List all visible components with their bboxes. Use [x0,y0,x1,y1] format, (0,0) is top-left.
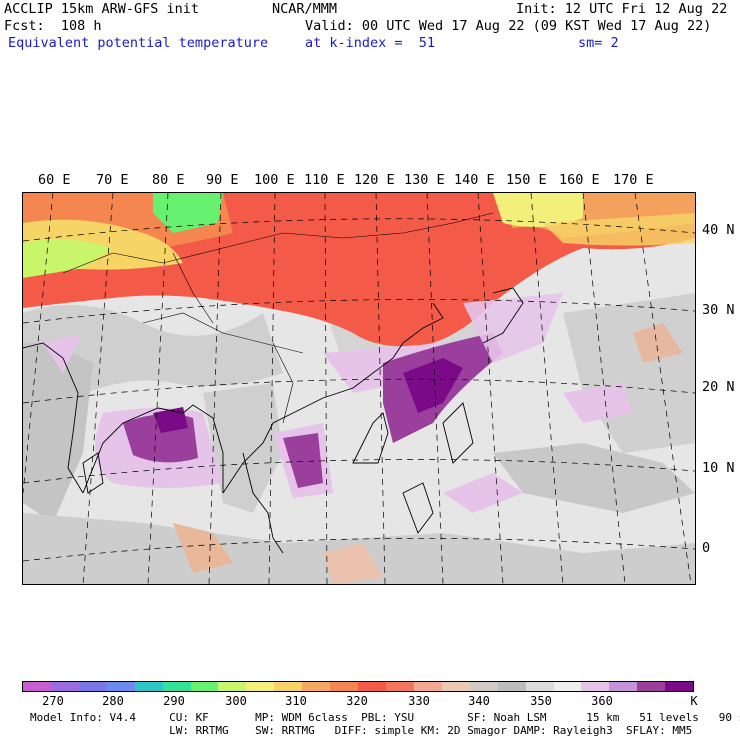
colorbar-swatch [134,682,163,691]
colorbar-swatch [246,682,275,691]
colorbar-swatch [413,682,442,691]
forecast-hour: Fcst: 108 h [4,18,102,34]
lat-label: 10 N [702,460,735,476]
colorbar-swatch [330,682,359,691]
lon-label: 90 E [206,172,239,188]
lon-label: 80 E [152,172,185,188]
colorbar-swatch [497,682,526,691]
colorbar-swatch [274,682,303,691]
lon-label: 60 E [38,172,71,188]
colorbar-swatch [469,682,498,691]
lon-label: 120 E [354,172,395,188]
colorbar-tick: 280 [102,694,124,708]
lon-label: 160 E [559,172,600,188]
map-canvas [23,193,695,584]
colorbar [22,681,694,692]
colorbar-tick: 360 [591,694,613,708]
org-label: NCAR/MMM [272,1,338,17]
init-time: Init: 12 UTC Fri 12 Aug 22 [516,1,728,17]
colorbar-tick: 270 [42,694,64,708]
field-name: Equivalent potential temperature [8,35,269,51]
colorbar-swatch [23,682,51,691]
lon-label: 110 E [304,172,345,188]
colorbar-swatch [218,682,247,691]
colorbar-unit: K [690,694,698,708]
colorbar-swatch [50,682,79,691]
colorbar-swatch [609,682,638,691]
model-title: ACCLIP 15km ARW-GFS init [4,1,200,17]
colorbar-tick: 320 [346,694,368,708]
colorbar-tick: 350 [530,694,552,708]
colorbar-swatch [581,682,610,691]
lat-label: 40 N [702,222,735,238]
colorbar-tick: 330 [408,694,430,708]
lat-label: 20 N [702,379,735,395]
colorbar-swatch [553,682,582,691]
lon-label: 130 E [404,172,445,188]
theta-e-map [22,192,696,585]
colorbar-swatch [302,682,331,691]
colorbar-swatch [525,682,554,691]
lon-label: 140 E [454,172,495,188]
lon-label: 170 E [613,172,654,188]
colorbar-swatch [106,682,135,691]
lat-label: 0 [702,540,711,556]
colorbar-swatch [358,682,386,691]
colorbar-swatch [665,682,694,691]
lat-label: 30 N [702,302,735,318]
valid-time: Valid: 00 UTC Wed 17 Aug 22 (09 KST Wed … [305,18,712,34]
lon-label: 150 E [506,172,547,188]
colorbar-swatch [385,682,414,691]
lon-label: 70 E [96,172,129,188]
colorbar-swatch [441,682,470,691]
colorbar-swatch [162,682,191,691]
model-info-line2: LW: RRTMG SW: RRTMG DIFF: simple KM: 2D … [30,724,693,737]
model-info-line1: Model Info: V4.4 CU: KF MP: WDM 6class P… [30,711,740,724]
lon-label: 100 E [254,172,295,188]
colorbar-tick: 310 [285,694,307,708]
colorbar-tick: 300 [225,694,247,708]
colorbar-swatch [637,682,666,691]
colorbar-tick: 290 [163,694,185,708]
k-index: at k-index = 51 [305,35,436,51]
smoothing: sm= 2 [578,35,619,51]
colorbar-swatch [190,682,219,691]
colorbar-swatch [78,682,107,691]
colorbar-tick: 340 [468,694,490,708]
